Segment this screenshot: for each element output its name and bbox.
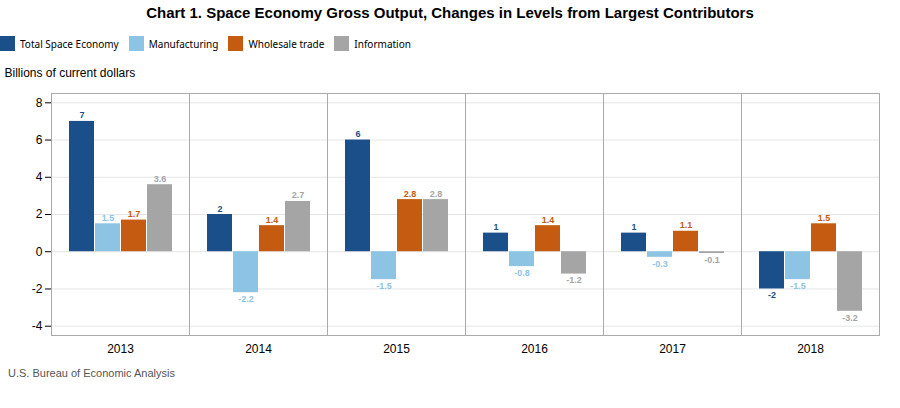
svg-text:Billions of current dollars: Billions of current dollars (5, 66, 136, 80)
svg-text:-2: -2 (32, 282, 43, 296)
svg-text:-0.1: -0.1 (704, 255, 720, 265)
html-text:Wholesale trade: Wholesale trade (248, 36, 325, 51)
svg-text:1: 1 (493, 222, 498, 232)
svg-text:2016: 2016 (521, 342, 548, 356)
svg-text:1.4: 1.4 (542, 215, 555, 225)
svg-text:-2.2: -2.2 (238, 294, 254, 304)
svg-text:2.8: 2.8 (404, 189, 417, 199)
svg-text:2: 2 (217, 204, 222, 214)
svg-text:3.6: 3.6 (154, 174, 167, 184)
svg-text:-1.5: -1.5 (376, 281, 392, 291)
html-text:Information: Information (354, 36, 411, 51)
svg-text:4: 4 (36, 170, 43, 184)
svg-text:-3.2: -3.2 (842, 313, 858, 323)
svg-text:0: 0 (36, 245, 43, 259)
svg-text:6: 6 (36, 133, 43, 147)
svg-text:2.8: 2.8 (430, 189, 443, 199)
svg-text:1: 1 (631, 222, 636, 232)
svg-text:1.7: 1.7 (128, 209, 141, 219)
svg-text:-1.5: -1.5 (790, 281, 806, 291)
svg-text:2014: 2014 (245, 342, 272, 356)
svg-text:2013: 2013 (107, 342, 134, 356)
svg-text:8: 8 (36, 96, 43, 110)
svg-text:-0.3: -0.3 (652, 259, 668, 269)
html-text:Chart 1. Space Economy Gross O: Chart 1. Space Economy Gross Output, Cha… (146, 4, 754, 21)
svg-text:-4: -4 (32, 319, 43, 333)
svg-text:2015: 2015 (383, 342, 410, 356)
html-text:U.S. Bureau of Economic Analys: U.S. Bureau of Economic Analysis (8, 367, 175, 379)
svg-text:2: 2 (36, 207, 43, 221)
svg-text:2018: 2018 (797, 342, 824, 356)
svg-text:-0.8: -0.8 (514, 268, 530, 278)
html-text:Total Space Economy: Total Space Economy (20, 36, 119, 51)
svg-text:-2: -2 (768, 290, 776, 300)
html-text:Manufacturing: Manufacturing (148, 36, 219, 51)
svg-text:-1.2: -1.2 (566, 275, 582, 285)
svg-text:1.4: 1.4 (266, 215, 279, 225)
svg-text:1.5: 1.5 (102, 213, 115, 223)
svg-text:1.1: 1.1 (680, 220, 693, 230)
svg-text:2017: 2017 (659, 342, 686, 356)
svg-text:2.7: 2.7 (292, 190, 305, 200)
svg-text:7: 7 (79, 110, 84, 120)
svg-text:1.5: 1.5 (818, 213, 831, 223)
svg-text:6: 6 (355, 129, 360, 139)
